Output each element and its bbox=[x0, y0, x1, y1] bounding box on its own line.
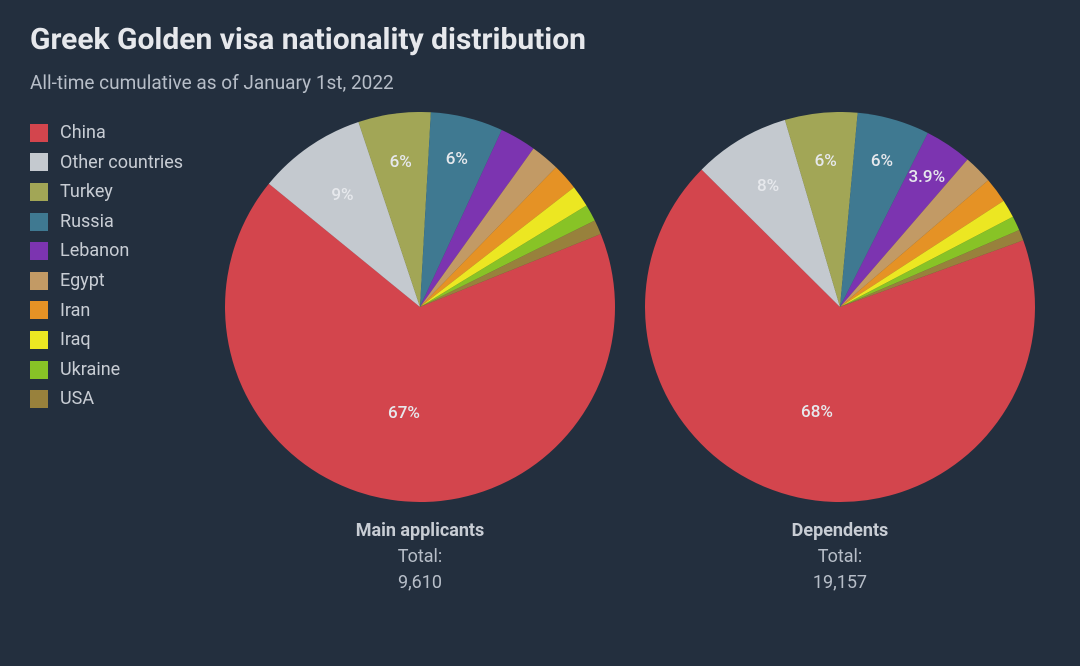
slice-label: 68% bbox=[801, 402, 833, 422]
legend-label: Russia bbox=[60, 211, 114, 233]
legend-label: Iraq bbox=[60, 329, 91, 351]
chart-total-value: 19,157 bbox=[792, 570, 889, 596]
legend-swatch bbox=[30, 213, 48, 231]
legend: China Other countries Turkey Russia Lebanon E… bbox=[30, 112, 210, 418]
slice-label: 3.9% bbox=[909, 167, 946, 187]
legend-swatch bbox=[30, 153, 48, 171]
chart-total-value: 9,610 bbox=[356, 570, 485, 596]
slice-label: 6% bbox=[446, 149, 468, 169]
legend-label: Other countries bbox=[60, 152, 183, 174]
legend-item: China bbox=[30, 122, 210, 144]
legend-item: Russia bbox=[30, 211, 210, 233]
slice-label: 9% bbox=[331, 185, 353, 205]
slice-label: 6% bbox=[871, 151, 893, 171]
legend-item: Egypt bbox=[30, 270, 210, 292]
chart-total-label: Total: bbox=[792, 544, 889, 570]
charts-row: 67%9%6%6%Main applicantsTotal:9,61068%8%… bbox=[210, 112, 1050, 596]
legend-swatch bbox=[30, 124, 48, 142]
slice-label: 67% bbox=[388, 403, 420, 423]
chart-block: 68% 8% 6% 6% 3.9% DependentsTotal:19,157 bbox=[645, 112, 1035, 596]
pie-chart: 67% 9% 6% 6% bbox=[225, 112, 615, 502]
chart-content: China Other countries Turkey Russia Lebanon E… bbox=[30, 112, 1050, 596]
legend-item: Turkey bbox=[30, 181, 210, 203]
legend-swatch bbox=[30, 390, 48, 408]
chart-total-label: Total: bbox=[356, 544, 485, 570]
legend-swatch bbox=[30, 331, 48, 349]
slice-label: 6% bbox=[815, 151, 837, 171]
legend-swatch bbox=[30, 301, 48, 319]
slice-label: 6% bbox=[390, 152, 412, 172]
legend-label: Lebanon bbox=[60, 240, 129, 262]
legend-label: Ukraine bbox=[60, 359, 120, 381]
chart-container: Greek Golden visa nationality distributi… bbox=[0, 0, 1080, 666]
chart-name: Dependents bbox=[792, 518, 889, 544]
legend-item: Other countries bbox=[30, 152, 210, 174]
legend-swatch bbox=[30, 183, 48, 201]
legend-swatch bbox=[30, 272, 48, 290]
pie-chart: 68% 8% 6% 6% 3.9% bbox=[645, 112, 1035, 502]
legend-label: China bbox=[60, 122, 106, 144]
legend-swatch bbox=[30, 361, 48, 379]
legend-label: Turkey bbox=[60, 181, 113, 203]
chart-name: Main applicants bbox=[356, 518, 485, 544]
slice-label: 8% bbox=[757, 176, 779, 196]
legend-label: Iran bbox=[60, 300, 90, 322]
chart-block: 67% 9% 6% 6% Main applicantsTotal:9,610 bbox=[225, 112, 615, 596]
chart-title: Greek Golden visa nationality distributi… bbox=[30, 22, 1050, 57]
legend-item: Iraq bbox=[30, 329, 210, 351]
legend-swatch bbox=[30, 242, 48, 260]
legend-label: USA bbox=[60, 388, 94, 410]
chart-caption: DependentsTotal:19,157 bbox=[792, 518, 889, 596]
legend-item: Lebanon bbox=[30, 240, 210, 262]
legend-item: Iran bbox=[30, 300, 210, 322]
legend-item: USA bbox=[30, 388, 210, 410]
legend-label: Egypt bbox=[60, 270, 105, 292]
legend-item: Ukraine bbox=[30, 359, 210, 381]
chart-subtitle: All-time cumulative as of January 1st, 2… bbox=[30, 71, 1050, 94]
chart-caption: Main applicantsTotal:9,610 bbox=[356, 518, 485, 596]
